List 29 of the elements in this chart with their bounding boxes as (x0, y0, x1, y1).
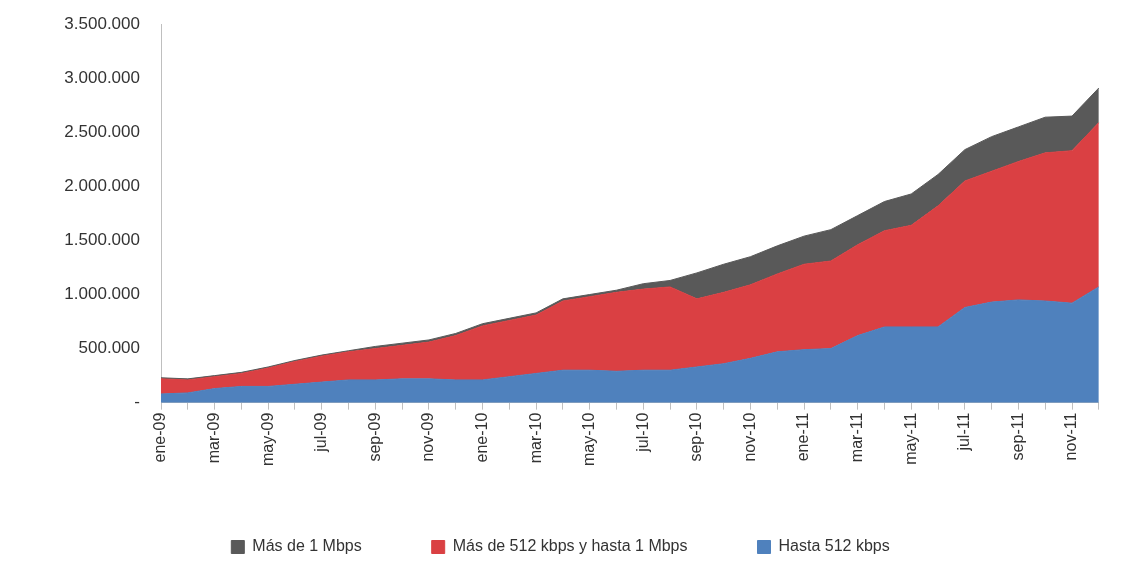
x-tick-label: jul-11 (955, 412, 973, 452)
x-tick-label: mar-09 (204, 412, 222, 464)
x-tick-label: sep-11 (1008, 412, 1026, 461)
legend-label: Más de 1 Mbps (252, 537, 362, 555)
x-tick-label: may-09 (258, 412, 276, 467)
x-tick-label: ene-11 (794, 412, 812, 462)
x-tick-label: mar-11 (848, 412, 866, 463)
y-tick-label: 500.000 (78, 338, 140, 358)
x-tick-label: ene-10 (472, 412, 490, 463)
x-tick-label: sep-09 (365, 412, 383, 462)
y-tick-label: 3.500.000 (64, 13, 140, 33)
x-tick-label: ene-09 (151, 412, 169, 463)
y-tick-label: 2.000.000 (64, 176, 140, 196)
x-tick-label: may-11 (901, 412, 919, 465)
x-tick-label: jul-09 (312, 412, 330, 453)
legend-label: Hasta 512 kbps (778, 537, 890, 555)
x-tick-label: may-10 (580, 412, 598, 467)
x-tick-label: jul-10 (633, 412, 651, 453)
y-tick-label: 1.500.000 (64, 230, 140, 250)
y-tick-label: - (134, 392, 140, 412)
x-tick-label: nov-10 (740, 412, 758, 462)
y-tick-label: 2.500.000 (64, 122, 140, 142)
x-tick-label: sep-10 (687, 412, 705, 462)
x-tick-label: mar-10 (526, 412, 544, 464)
y-tick-label: 3.000.000 (64, 67, 140, 87)
x-tick-label: nov-11 (1062, 412, 1080, 461)
y-tick-label: 1.000.000 (64, 284, 140, 304)
x-tick-label: nov-09 (419, 412, 437, 462)
legend-label: Más de 512 kbps y hasta 1 Mbps (452, 537, 688, 555)
